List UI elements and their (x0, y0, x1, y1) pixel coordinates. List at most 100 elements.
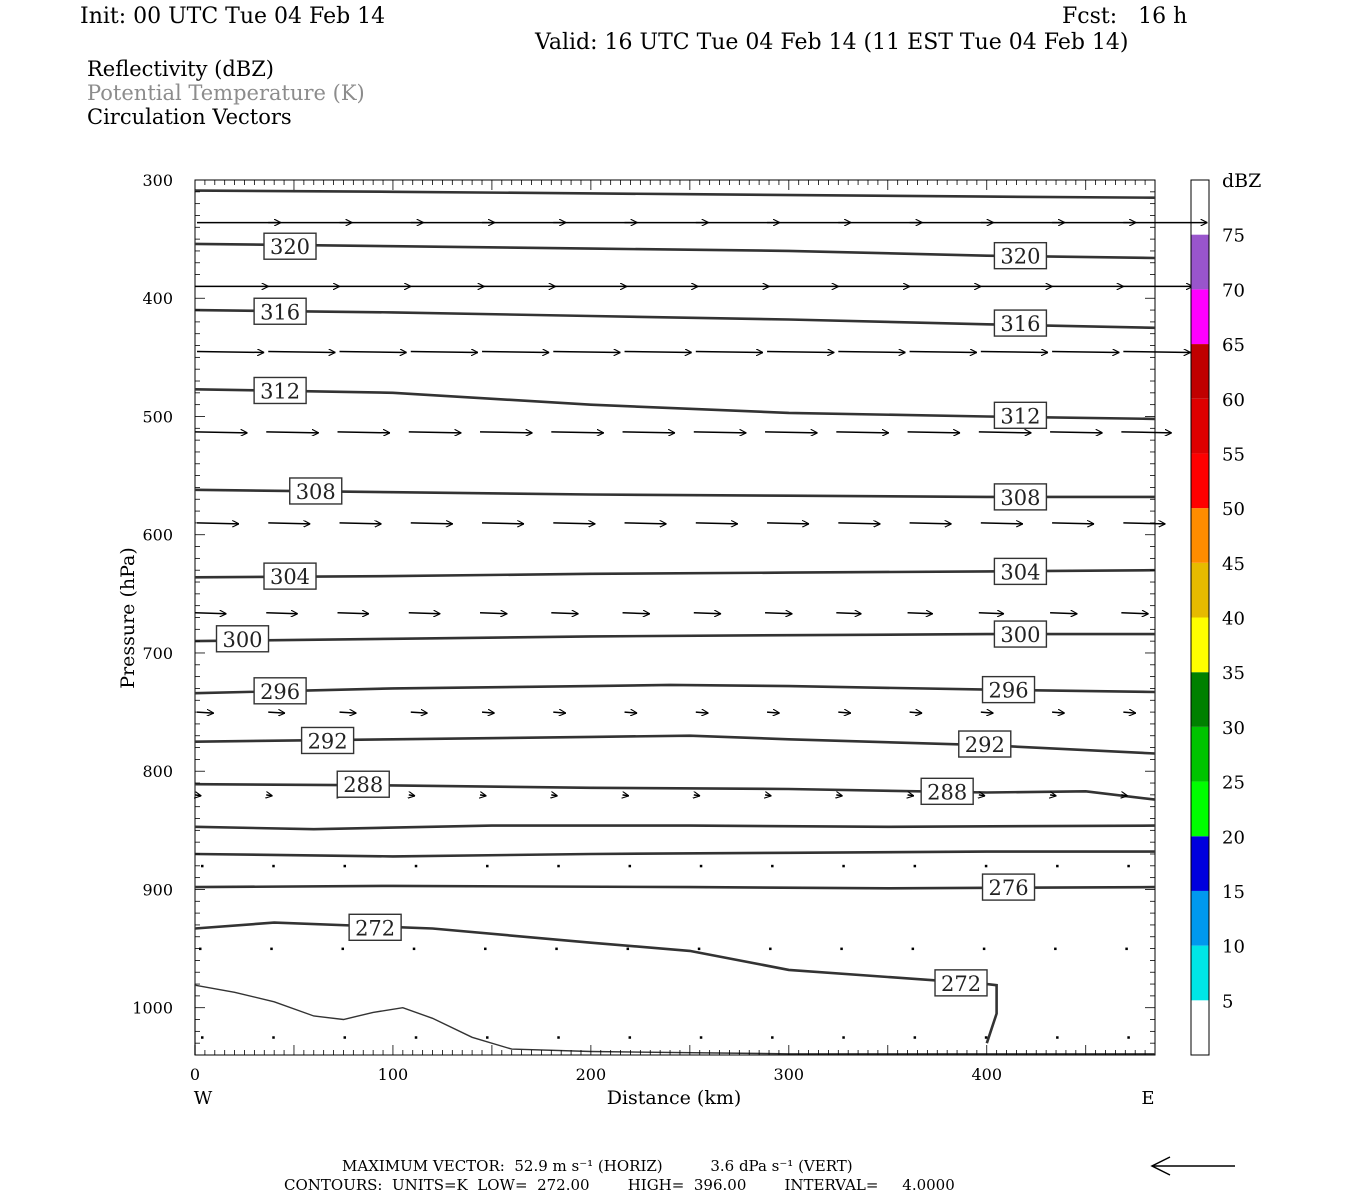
vector-arrow (838, 523, 880, 524)
colorbar-bin (1191, 726, 1209, 782)
vector-dot (771, 1036, 774, 1039)
vector-arrow (339, 712, 357, 713)
terrain-outline (194, 984, 1155, 1055)
vector-arrow (266, 613, 298, 614)
x-tick-label: 200 (576, 1065, 607, 1084)
theta-title: Potential Temperature (K) (87, 81, 365, 105)
colorbar-bin (1191, 289, 1209, 345)
x-tick-label: 0 (190, 1065, 200, 1084)
vector-dot (272, 1036, 275, 1039)
vector-dot (557, 864, 560, 868)
west-label: W (194, 1088, 213, 1109)
vector-arrow (980, 523, 1023, 524)
colorbar-bin (1191, 945, 1209, 1001)
contour-label: 288 (927, 780, 967, 804)
colorbar-tick-label: 30 (1222, 718, 1245, 739)
colorbar-bin (1191, 562, 1209, 618)
vector-dot (1056, 864, 1059, 868)
vector-dot (272, 864, 275, 868)
vector-dot (628, 864, 632, 868)
y-tick-label: 800 (142, 762, 173, 781)
vector-arrow (410, 712, 428, 713)
vector-arrow (266, 795, 272, 796)
vector-arrow (1052, 351, 1119, 352)
contour-label: 312 (260, 379, 300, 403)
vector-arrow (337, 432, 391, 433)
vector-arrow (836, 613, 861, 614)
contour-label: 296 (988, 679, 1028, 703)
vector-arrow (695, 712, 709, 713)
contour-label: 292 (965, 733, 1005, 757)
circulation-vectors (194, 223, 1208, 1039)
vector-arrow (838, 712, 851, 713)
colorbar-unit: dBZ (1222, 170, 1261, 192)
vector-arrow (551, 613, 578, 614)
vector-arrow (194, 432, 248, 433)
contour-label: 296 (260, 680, 300, 704)
contour-label-box (981, 873, 1036, 901)
vector-arrow (481, 712, 495, 713)
contour-label-box (993, 557, 1048, 586)
terrain-line (194, 984, 1155, 1055)
vector-arrow (408, 613, 441, 614)
vector-arrow (268, 712, 285, 713)
colorbar-tick-label: 60 (1222, 390, 1245, 411)
contour-label: 312 (1000, 404, 1040, 428)
vector-arrow (339, 351, 407, 352)
y-tick-label: 500 (142, 407, 173, 426)
vector-dot (697, 947, 701, 951)
y-axis-label: Pressure (hPa) (117, 547, 139, 689)
colorbar-bin (1191, 781, 1209, 837)
theta-contour-276 (194, 884, 1156, 890)
vector-arrow (980, 712, 994, 713)
vector-arrow (409, 795, 415, 796)
colorbar-tick-label: 70 (1222, 280, 1245, 301)
y-tick-label: 700 (142, 644, 173, 663)
contour-label: 304 (270, 565, 310, 589)
vector-arrow (553, 712, 566, 713)
vectors-title: Circulation Vectors (87, 105, 292, 129)
colorbar-bin (1191, 508, 1209, 563)
y-tick-label: 300 (142, 171, 173, 190)
vector-dot (982, 947, 986, 951)
colorbar-tick-label: 20 (1222, 827, 1245, 848)
vector-dot (343, 1036, 347, 1039)
vector-arrow (909, 712, 923, 713)
colorbar-bin (1191, 234, 1209, 290)
vector-dot (412, 947, 416, 951)
vector-arrow (767, 351, 834, 352)
contour-info-note: CONTOURS: UNITS=K LOW= 272.00 HIGH= 396.… (284, 1176, 955, 1194)
vector-arrow (196, 523, 239, 524)
x-tick-label: 100 (378, 1065, 409, 1084)
vector-dot (699, 1036, 703, 1039)
x-tick-label: 300 (774, 1065, 805, 1084)
vector-arrow (909, 351, 977, 352)
vector-arrow (624, 523, 667, 524)
contour-label: 272 (355, 916, 395, 940)
contour-label-box (993, 401, 1048, 430)
vector-arrow (1050, 795, 1056, 796)
vector-dot (840, 947, 843, 951)
contour-label-box (253, 376, 307, 405)
vector-arrow (978, 613, 1004, 614)
vector-arrow (551, 795, 557, 796)
vector-arrow (410, 523, 453, 524)
colorbar-bin (1191, 398, 1209, 454)
vector-arrow (480, 613, 507, 614)
vector-arrow (978, 432, 1032, 433)
contour-label-box (981, 675, 1036, 704)
contour-label-box (993, 241, 1048, 270)
y-tick-label: 400 (142, 289, 173, 308)
vector-dot (911, 947, 915, 951)
colorbar-tick-label: 25 (1222, 773, 1245, 794)
colorbar-bin (1191, 672, 1209, 727)
contour-label: 276 (988, 876, 1028, 900)
vector-dot (769, 947, 772, 951)
contour-label-box (253, 297, 307, 325)
vector-arrow (693, 613, 721, 614)
vector-dot (199, 947, 202, 951)
vector-dot (628, 1036, 632, 1039)
vector-dot (913, 1036, 917, 1039)
vector-arrow (907, 613, 933, 614)
contour-label-box (263, 232, 317, 260)
